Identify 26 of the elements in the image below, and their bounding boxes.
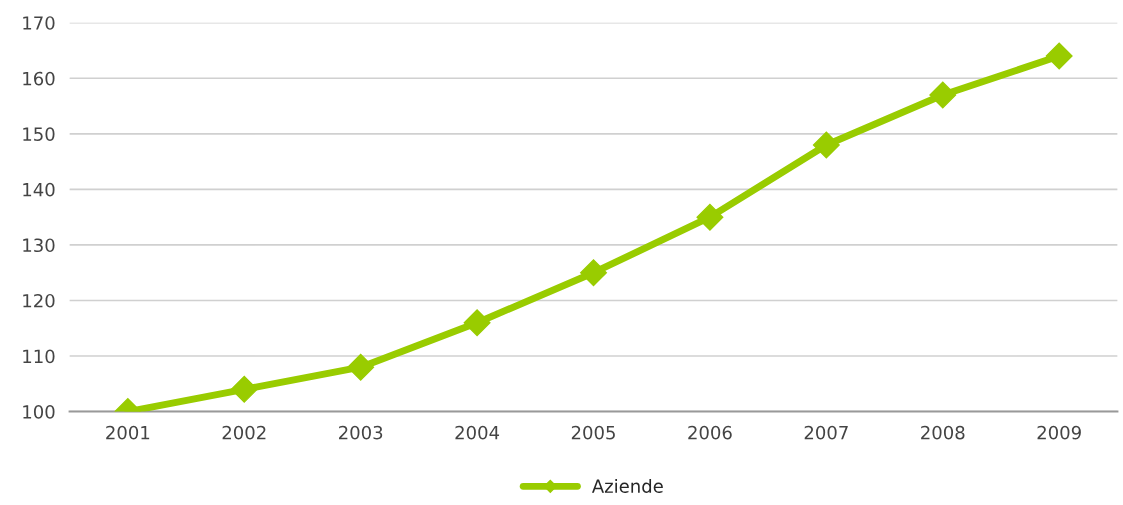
y-tick-label: 150 (23, 127, 55, 141)
y-tick-label: 140 (23, 182, 55, 197)
y-tick-label: 170 (23, 16, 55, 30)
y-tick-label: 160 (23, 71, 55, 86)
x-tick-label: 2008 (921, 425, 965, 440)
point (463, 309, 491, 337)
x-tick-label: 2004 (455, 425, 500, 440)
y-tick-label: 130 (23, 238, 55, 253)
y-tick-label: 120 (23, 293, 55, 308)
x-tick-label: 2002 (222, 425, 266, 440)
point (580, 259, 607, 287)
legend-label: Aziende (591, 478, 663, 493)
point (812, 131, 840, 159)
y-tick-label: 100 (23, 405, 55, 419)
point (929, 81, 957, 109)
x-tick-label: 2005 (571, 425, 615, 440)
point (347, 353, 375, 381)
x-tick-label: 2006 (688, 425, 732, 440)
y-tick-label: 110 (23, 349, 55, 364)
x-tick-label: 2007 (804, 425, 848, 440)
point (1045, 42, 1073, 70)
point (696, 203, 724, 231)
point (230, 375, 258, 403)
x-tick-label: 2001 (106, 425, 150, 440)
x-tick-label: 2003 (339, 425, 383, 440)
x-tick-label: 2009 (1037, 425, 1081, 440)
